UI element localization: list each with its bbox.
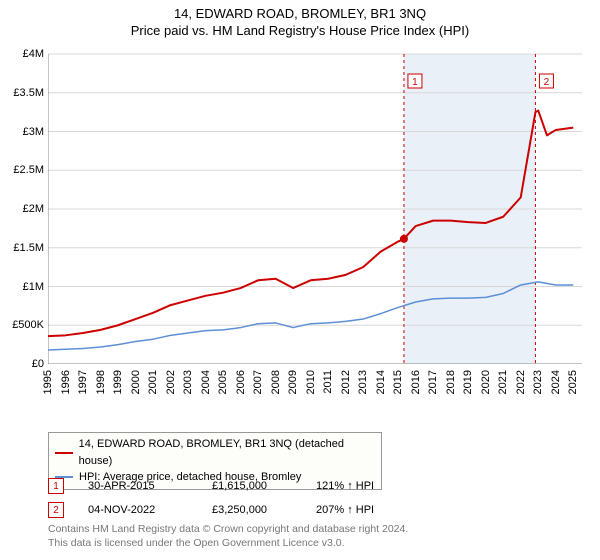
x-axis-tick-label: 2003 bbox=[182, 370, 194, 394]
x-axis-tick-label: 2018 bbox=[445, 370, 457, 394]
x-axis-tick-label: 2005 bbox=[217, 370, 229, 394]
price-chart: 12 bbox=[48, 48, 588, 364]
svg-text:1: 1 bbox=[412, 77, 418, 88]
x-axis-tick-label: 2025 bbox=[567, 370, 579, 394]
x-axis-tick-label: 2015 bbox=[392, 370, 404, 394]
legend-item: 14, EDWARD ROAD, BROMLEY, BR1 3NQ (detac… bbox=[55, 436, 375, 469]
x-axis-tick-label: 1996 bbox=[60, 370, 72, 394]
footer: Contains HM Land Registry data © Crown c… bbox=[48, 522, 588, 550]
y-axis-tick-label: £0 bbox=[0, 358, 44, 370]
x-axis-tick-label: 2001 bbox=[147, 370, 159, 394]
x-axis-tick-label: 2009 bbox=[287, 370, 299, 394]
x-axis-tick-label: 2013 bbox=[357, 370, 369, 394]
legend-swatch bbox=[55, 452, 73, 454]
page-title: 14, EDWARD ROAD, BROMLEY, BR1 3NQ bbox=[0, 0, 600, 21]
y-axis-tick-label: £2.5M bbox=[0, 164, 44, 176]
x-axis-tick-label: 2017 bbox=[427, 370, 439, 394]
x-axis-tick-label: 2006 bbox=[235, 370, 247, 394]
x-axis-tick-label: 2008 bbox=[270, 370, 282, 394]
event-marker-icon: 2 bbox=[48, 502, 64, 518]
y-axis-tick-label: £4M bbox=[0, 48, 44, 60]
event-price: £3,250,000 bbox=[212, 504, 292, 516]
x-axis-tick-label: 2021 bbox=[497, 370, 509, 394]
x-axis-tick-label: 2000 bbox=[130, 370, 142, 394]
event-price: £1,615,000 bbox=[212, 480, 292, 492]
x-axis-tick-label: 2019 bbox=[462, 370, 474, 394]
x-axis-tick-label: 2023 bbox=[532, 370, 544, 394]
event-date: 30-APR-2015 bbox=[88, 480, 188, 492]
x-axis-tick-label: 2002 bbox=[165, 370, 177, 394]
event-hpi: 207% ↑ HPI bbox=[316, 504, 406, 516]
y-axis-tick-label: £1.5M bbox=[0, 242, 44, 254]
x-axis-tick-label: 1998 bbox=[95, 370, 107, 394]
x-axis-tick-label: 1995 bbox=[42, 370, 54, 394]
x-axis-tick-label: 2022 bbox=[515, 370, 527, 394]
event-marker-icon: 1 bbox=[48, 478, 64, 494]
x-axis-tick-label: 2016 bbox=[410, 370, 422, 394]
x-axis-tick-label: 2020 bbox=[480, 370, 492, 394]
legend-label: 14, EDWARD ROAD, BROMLEY, BR1 3NQ (detac… bbox=[79, 436, 375, 469]
x-axis-tick-label: 1997 bbox=[77, 370, 89, 394]
y-axis-tick-label: £3.5M bbox=[0, 87, 44, 99]
x-axis-tick-label: 2014 bbox=[375, 370, 387, 394]
x-axis-tick-label: 2012 bbox=[340, 370, 352, 394]
event-hpi: 121% ↑ HPI bbox=[316, 480, 406, 492]
x-axis-tick-label: 2010 bbox=[305, 370, 317, 394]
x-axis-tick-label: 2024 bbox=[550, 370, 562, 394]
y-axis-tick-label: £500K bbox=[0, 319, 44, 331]
y-axis-tick-label: £2M bbox=[0, 203, 44, 215]
x-axis-tick-label: 2011 bbox=[322, 370, 334, 394]
event-date: 04-NOV-2022 bbox=[88, 504, 188, 516]
event-row: 1 30-APR-2015 £1,615,000 121% ↑ HPI bbox=[48, 474, 588, 498]
x-axis-tick-label: 2004 bbox=[200, 370, 212, 394]
page-subtitle: Price paid vs. HM Land Registry's House … bbox=[0, 21, 600, 42]
x-axis-tick-label: 2007 bbox=[252, 370, 264, 394]
footer-line: This data is licensed under the Open Gov… bbox=[48, 536, 588, 550]
events-table: 1 30-APR-2015 £1,615,000 121% ↑ HPI 2 04… bbox=[48, 474, 588, 522]
svg-text:2: 2 bbox=[544, 77, 550, 88]
x-axis-tick-label: 1999 bbox=[112, 370, 124, 394]
y-axis-tick-label: £3M bbox=[0, 126, 44, 138]
event-row: 2 04-NOV-2022 £3,250,000 207% ↑ HPI bbox=[48, 498, 588, 522]
y-axis-tick-label: £1M bbox=[0, 281, 44, 293]
footer-line: Contains HM Land Registry data © Crown c… bbox=[48, 522, 588, 536]
